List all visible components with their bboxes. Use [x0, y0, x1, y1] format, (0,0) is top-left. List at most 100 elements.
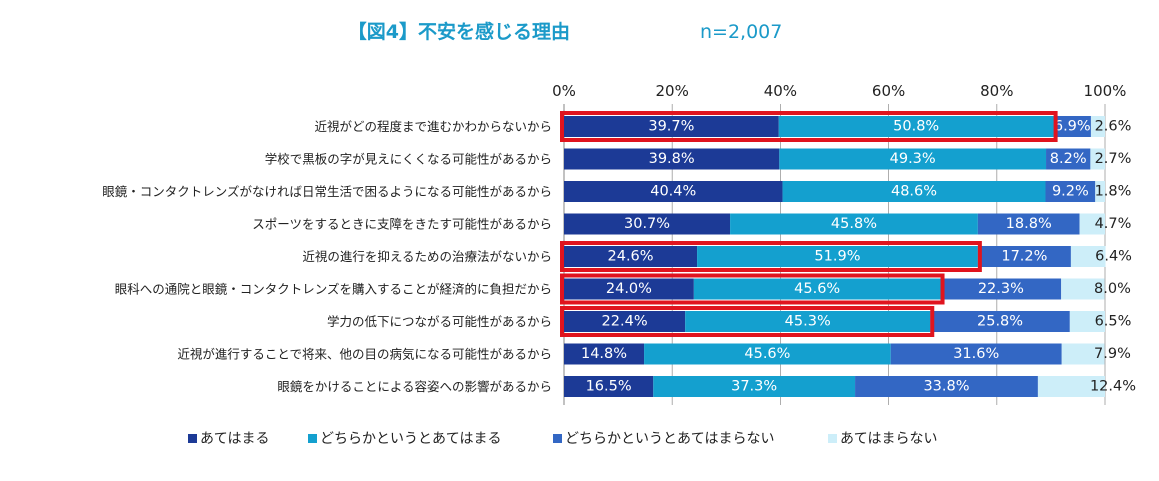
- data-label: 24.0%: [606, 281, 652, 297]
- bar-segment: [564, 376, 654, 397]
- data-label: 8.0%: [1094, 281, 1131, 297]
- bar-segment: [940, 278, 1062, 300]
- bar-segment: [855, 376, 1038, 397]
- data-label: 30.7%: [624, 216, 670, 232]
- sample-size-label: n=2,007: [700, 21, 782, 43]
- bar-segment: [564, 311, 686, 332]
- bar-segment: [1090, 116, 1105, 137]
- legend-label: どちらかというとあてはまらない: [565, 431, 774, 447]
- legend-label: あてはまる: [200, 431, 269, 447]
- x-tick-label: 100%: [1084, 82, 1127, 100]
- category-label: 眼科への通院と眼鏡・コンタクトレンズを購入することが経済的に負担だから: [115, 282, 552, 297]
- data-label: 2.6%: [1095, 119, 1132, 135]
- bar-segment: [564, 246, 698, 267]
- bar-layer: 39.7% 50.8% 6.9% 2.6% 39.8% 49.3% 8.2% 2.7% 40.4…: [564, 116, 1136, 397]
- category-label: 近視の進行を抑えるための治療法がないから: [302, 249, 552, 264]
- category-label: スポーツをするときに支障をきたす可能性があるから: [252, 217, 552, 232]
- data-label: 6.4%: [1095, 249, 1132, 265]
- legend-swatch: [308, 434, 317, 443]
- bar-segment: [644, 343, 891, 365]
- highlight-box: [560, 273, 945, 305]
- category-labels: 近視がどの程度まで進むかわからないから学校で黒板の字が見えにくくなる可能性がある…: [102, 119, 552, 394]
- data-label: 49.3%: [890, 151, 936, 167]
- legend-swatch: [553, 434, 562, 443]
- category-label: 近視が進行することで将来、他の目の病気になる可能性があるから: [177, 347, 552, 362]
- data-label: 9.2%: [1052, 184, 1089, 200]
- category-label: 学力の低下につながる可能性があるから: [327, 314, 552, 329]
- bar-segment: [564, 116, 779, 137]
- bar-segment: [1069, 311, 1105, 332]
- x-tick-label: 60%: [872, 82, 905, 100]
- bar-segment: [977, 246, 1071, 267]
- bar-segment: [1090, 148, 1105, 170]
- highlight-layer: [560, 111, 1058, 337]
- bar-segment: [564, 343, 645, 365]
- category-label: 学校で黒板の字が見えにくくなる可能性があるから: [265, 152, 552, 167]
- data-label: 50.8%: [893, 119, 939, 135]
- data-label: 25.8%: [977, 314, 1023, 330]
- data-label: 8.2%: [1050, 151, 1087, 167]
- chart-title: 【図4】不安を感じる理由: [348, 20, 570, 43]
- legend-swatch: [188, 434, 197, 443]
- data-label: 24.6%: [608, 249, 654, 265]
- bar-segment: [778, 116, 1054, 137]
- bar-segment: [653, 376, 856, 397]
- data-label: 45.3%: [785, 314, 831, 330]
- highlight-box: [560, 306, 935, 337]
- data-label: 45.8%: [831, 216, 877, 232]
- legend-label: どちらかというとあてはまる: [320, 431, 501, 447]
- bar-segment: [1045, 181, 1096, 202]
- data-label: 14.8%: [581, 346, 627, 362]
- data-label: 51.9%: [814, 249, 860, 265]
- data-label: 22.4%: [602, 314, 648, 330]
- category-label: 近視がどの程度まで進むかわからないから: [314, 119, 552, 134]
- bar-segment: [1070, 246, 1106, 267]
- data-label: 6.9%: [1054, 119, 1091, 135]
- bar-segment: [685, 311, 931, 332]
- data-label: 17.2%: [1001, 249, 1047, 265]
- bar-segment: [1037, 376, 1105, 397]
- bar-segment: [1095, 181, 1105, 202]
- category-label: 眼鏡・コンタクトレンズがなければ日常生活で困るようになる可能性があるから: [102, 184, 552, 199]
- data-label: 16.5%: [586, 379, 632, 395]
- data-label: 4.7%: [1095, 216, 1132, 232]
- data-label: 45.6%: [794, 281, 840, 297]
- bar-segment: [1053, 116, 1091, 137]
- data-label: 33.8%: [923, 379, 969, 395]
- data-label: 39.7%: [648, 119, 694, 135]
- bar-segment: [697, 246, 978, 267]
- bar-segment: [564, 148, 780, 170]
- bar-segment: [1061, 278, 1105, 300]
- bar-segment: [782, 181, 1046, 202]
- legend: あてはまる どちらかというとあてはまる どちらかというとあてはまらない あてはまらない: [188, 431, 937, 447]
- x-tick-label: 20%: [656, 82, 689, 100]
- bar-segment: [977, 213, 1080, 235]
- data-label: 31.6%: [953, 346, 999, 362]
- data-label: 6.5%: [1095, 314, 1132, 330]
- data-label: 12.4%: [1090, 379, 1136, 395]
- category-label: 眼鏡をかけることによる容姿への影響があるから: [277, 379, 552, 394]
- legend-label: あてはまらない: [840, 431, 937, 447]
- bar-segment: [930, 311, 1070, 332]
- data-label: 37.3%: [731, 379, 777, 395]
- x-tick-label: 40%: [764, 82, 797, 100]
- data-label: 39.8%: [649, 151, 695, 167]
- bar-segment: [779, 148, 1047, 170]
- bar-segment: [730, 213, 978, 235]
- bar-segment: [693, 278, 941, 300]
- chart-title-group: 【図4】不安を感じる理由 n=2,007: [348, 20, 783, 43]
- data-label: 48.6%: [891, 184, 937, 200]
- data-label: 45.6%: [744, 346, 790, 362]
- data-label: 1.8%: [1095, 184, 1132, 200]
- data-label: 2.7%: [1095, 151, 1132, 167]
- x-tick-labels: 0% 20% 40% 60% 80% 100%: [552, 82, 1126, 100]
- bar-segment: [564, 213, 731, 235]
- bar-segment: [564, 181, 783, 202]
- data-label: 18.8%: [1006, 216, 1052, 232]
- bar-segment: [564, 278, 694, 300]
- bar-segment: [1046, 148, 1091, 170]
- x-tick-label: 0%: [552, 82, 576, 100]
- data-label: 22.3%: [978, 281, 1024, 297]
